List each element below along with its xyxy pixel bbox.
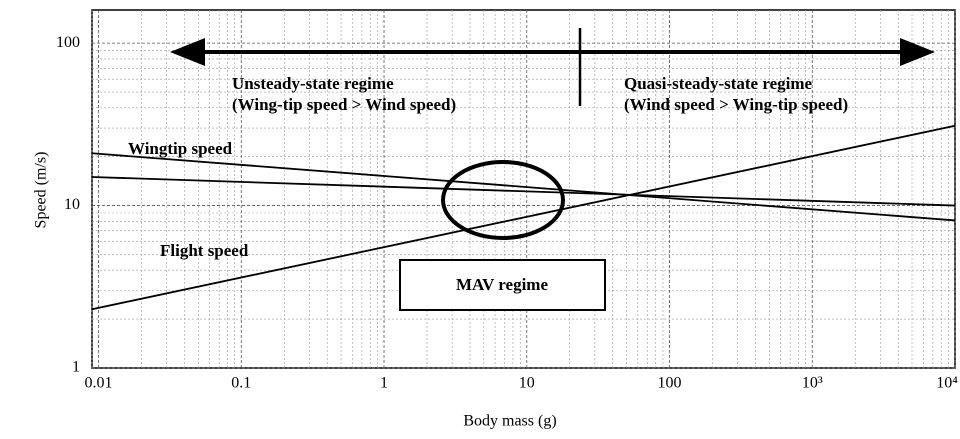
plot-frame <box>91 9 956 369</box>
x-tick-label: 0.1 <box>231 375 251 392</box>
annotation: (Wing-tip speed > Wind speed) <box>232 95 456 114</box>
marks <box>91 124 956 311</box>
x-axis-label: Body mass (g) <box>463 413 556 430</box>
y-tick-label: 100 <box>56 34 80 51</box>
x-tick-label: 1 <box>380 375 388 392</box>
x-tick-label: 10⁴ <box>936 375 958 392</box>
annotation: MAV regime <box>456 275 549 294</box>
x-tick-label: 100 <box>658 375 682 392</box>
x-tick-label: 0.01 <box>85 375 113 392</box>
y-axis-label: Speed (m/s) <box>33 152 50 229</box>
y-tick-label: 10 <box>64 196 80 213</box>
series-line <box>91 176 956 207</box>
mav-ellipse <box>441 160 565 240</box>
x-tick-label: 10 <box>519 375 535 392</box>
series-label: Flight speed <box>160 241 249 260</box>
series-line <box>91 124 956 311</box>
annotation: Quasi-steady-state regime <box>624 74 813 93</box>
regime-arrow <box>170 28 935 106</box>
y-tick-label: 1 <box>72 359 80 376</box>
annotation: Unsteady-state regime <box>232 74 394 93</box>
series-label: Wingtip speed <box>128 139 233 158</box>
grid <box>91 10 956 369</box>
mav-box <box>399 259 606 311</box>
series-line <box>91 152 956 222</box>
annotation: (Wind speed > Wing-tip speed) <box>624 95 848 114</box>
x-tick-label: 10³ <box>802 375 823 392</box>
